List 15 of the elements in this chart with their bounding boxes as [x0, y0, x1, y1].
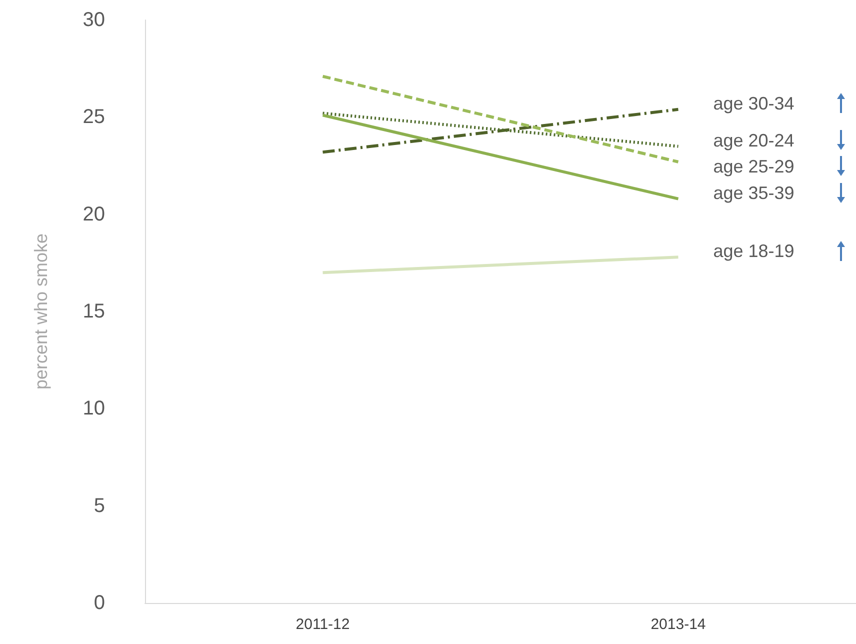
y-tick-label: 15 — [82, 300, 105, 322]
series-label: age 35-39 — [713, 182, 794, 203]
y-tick-label: 5 — [94, 494, 105, 517]
x-tick-label: 2013-14 — [650, 616, 706, 633]
series-label: age 25-29 — [713, 156, 794, 176]
series-label: age 30-34 — [713, 93, 794, 114]
y-tick-label: 30 — [82, 9, 105, 31]
y-tick-label: 10 — [82, 398, 105, 420]
y-tick-label: 20 — [82, 203, 105, 226]
series-label: age 18-19 — [713, 241, 794, 262]
y-tick-label: 25 — [82, 106, 105, 128]
y-axis-title: percent who smoke — [31, 233, 51, 390]
y-tick-label: 0 — [94, 592, 105, 614]
series-label: age 20-24 — [713, 130, 794, 150]
x-tick-label: 2011-12 — [296, 616, 350, 633]
